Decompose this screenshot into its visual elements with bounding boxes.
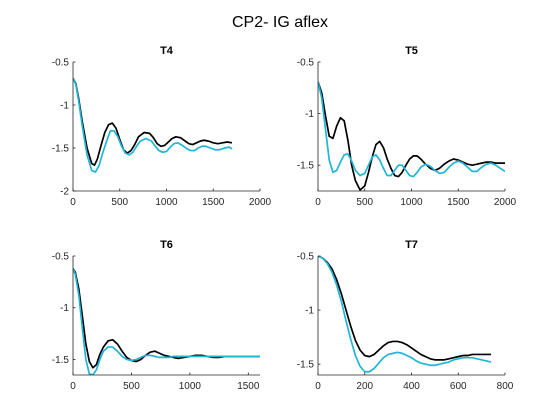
series-line-cyan [318,256,492,373]
x-tick-label: 1500 [202,197,225,208]
y-tick-label: -0.5 [297,252,315,263]
subplot-title: T7 [405,239,418,251]
subplot-title: T4 [160,45,174,57]
y-tick-label: -1.5 [52,144,70,155]
x-tick-label: 500 [356,197,373,208]
x-tick-label: 400 [403,381,420,392]
x-tick-label: 1500 [237,381,260,392]
subplot-t7: 0 200 400 600 800 -1.5 -1 -0.5 T7 [297,239,514,392]
x-tick-label: 2000 [494,197,517,208]
axis-lines [72,62,260,192]
x-tick-label: 1000 [400,197,423,208]
y-tick-label: -0.5 [297,58,315,69]
series-line-cyan [318,81,505,178]
y-tick-label: -1 [60,101,69,112]
x-tick-label: 0 [315,381,321,392]
series-line-cyan [73,268,260,375]
x-tick-label: 800 [497,381,514,392]
x-tick-label: 0 [70,197,76,208]
series-line-black [73,268,260,369]
series-line-black [318,256,491,361]
x-tick-label: 500 [123,381,140,392]
figure-title: CP2- IG aflex [232,14,328,31]
x-tick-label: 600 [450,381,467,392]
y-tick-label: -1 [60,303,69,314]
y-tick-label: -0.5 [52,58,70,69]
subplot-title: T5 [405,45,418,57]
x-tick-label: 0 [315,197,321,208]
x-tick-label: 0 [70,381,76,392]
subplot-t5: 0 500 1000 1500 2000 -1.5 -1 -0.5 T5 [297,45,517,208]
subplot-t6: 0 500 1000 1500 -1.5 -1 -0.5 T6 [52,239,260,392]
x-tick-label: 200 [356,381,373,392]
y-tick-label: -1.5 [52,355,70,366]
subplot-title: T6 [160,239,173,251]
x-tick-label: 2000 [249,197,272,208]
x-tick-label: 1500 [447,197,470,208]
subplot-t4: 0 500 1000 1500 2000 -2 -1.5 -1 -0.5 T4 [52,45,272,208]
y-tick-label: -0.5 [52,252,70,263]
series-line-cyan [73,77,233,173]
x-tick-label: 1000 [179,381,202,392]
y-tick-label: -1 [305,306,314,317]
y-tick-label: -1.5 [297,161,315,172]
y-tick-label: -1 [305,109,314,120]
series-line-black [73,77,233,167]
y-tick-label: -1.5 [297,360,315,371]
series-line-black [318,81,505,191]
y-tick-label: -2 [60,187,69,198]
x-tick-label: 500 [111,197,128,208]
x-tick-label: 1000 [155,197,178,208]
